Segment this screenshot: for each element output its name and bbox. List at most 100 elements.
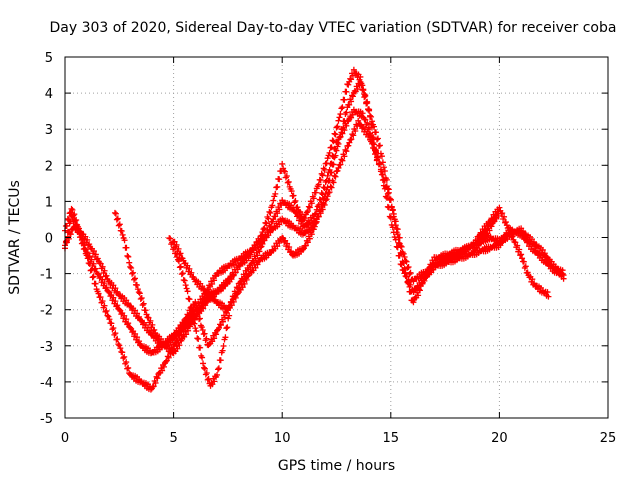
data-point bbox=[105, 288, 112, 295]
data-point bbox=[387, 196, 394, 203]
data-point bbox=[524, 269, 531, 276]
data-point bbox=[359, 125, 366, 132]
y-tick-label: 1 bbox=[45, 195, 53, 210]
data-point bbox=[217, 322, 224, 329]
data-point bbox=[222, 334, 229, 341]
data-point bbox=[379, 171, 386, 178]
data-point bbox=[362, 93, 369, 100]
data-point bbox=[317, 177, 324, 184]
data-point bbox=[116, 306, 123, 313]
data-point bbox=[199, 354, 206, 361]
data-point bbox=[402, 273, 409, 280]
data-point bbox=[330, 161, 337, 168]
data-point bbox=[177, 263, 184, 270]
data-point bbox=[324, 172, 331, 179]
data-point bbox=[509, 233, 516, 240]
data-point bbox=[389, 224, 396, 231]
data-point bbox=[541, 250, 548, 257]
y-tick-label: 2 bbox=[45, 159, 53, 174]
data-point bbox=[65, 216, 72, 223]
data-point bbox=[219, 318, 226, 325]
data-point bbox=[185, 327, 192, 334]
data-point bbox=[381, 177, 388, 184]
data-point bbox=[370, 136, 377, 143]
data-point bbox=[368, 124, 375, 131]
data-point bbox=[160, 363, 167, 370]
data-point bbox=[221, 314, 228, 321]
data-point bbox=[313, 218, 320, 225]
data-point bbox=[116, 342, 123, 349]
data-point bbox=[134, 310, 141, 317]
data-point bbox=[343, 88, 350, 95]
data-point bbox=[350, 66, 357, 73]
data-point bbox=[130, 269, 137, 276]
data-point bbox=[192, 325, 199, 332]
grid bbox=[65, 57, 608, 418]
data-point bbox=[197, 344, 204, 351]
x-tick-label: 10 bbox=[274, 431, 291, 446]
data-point bbox=[119, 231, 126, 238]
data-point bbox=[383, 183, 390, 190]
data-point bbox=[260, 226, 267, 233]
data-point bbox=[67, 231, 74, 238]
data-point bbox=[292, 208, 299, 215]
data-point bbox=[106, 316, 113, 323]
data-point bbox=[362, 116, 369, 123]
data-point bbox=[269, 246, 276, 253]
data-point bbox=[406, 271, 413, 278]
data-point bbox=[279, 160, 286, 167]
data-point bbox=[136, 290, 143, 297]
data-point bbox=[234, 266, 241, 273]
data-point bbox=[320, 195, 327, 202]
data-point bbox=[288, 248, 295, 255]
x-tick-label: 5 bbox=[169, 431, 177, 446]
data-point bbox=[357, 78, 364, 85]
data-point bbox=[254, 252, 261, 259]
data-point bbox=[200, 302, 207, 309]
data-point bbox=[308, 200, 315, 207]
data-point bbox=[396, 234, 403, 241]
data-point bbox=[276, 206, 283, 213]
data-point bbox=[387, 214, 394, 221]
data-point bbox=[241, 280, 248, 287]
data-point bbox=[83, 249, 90, 256]
data-point bbox=[68, 205, 75, 212]
data-point bbox=[343, 148, 350, 155]
data-point bbox=[333, 147, 340, 154]
data-point bbox=[274, 210, 281, 217]
data-point bbox=[303, 209, 310, 216]
data-point bbox=[203, 370, 210, 377]
data-point bbox=[364, 100, 371, 107]
data-point bbox=[354, 86, 361, 93]
data-point bbox=[361, 94, 368, 101]
data-point bbox=[228, 302, 235, 309]
data-point bbox=[217, 357, 224, 364]
data-point bbox=[121, 237, 128, 244]
data-point bbox=[545, 257, 552, 264]
data-point bbox=[497, 242, 504, 249]
x-axis-label: GPS time / hours bbox=[278, 458, 395, 474]
data-point bbox=[302, 242, 309, 249]
data-point bbox=[111, 209, 118, 216]
data-point bbox=[488, 215, 495, 222]
data-point bbox=[272, 213, 279, 220]
data-point bbox=[229, 271, 236, 278]
data-point bbox=[304, 208, 311, 215]
data-point bbox=[364, 128, 371, 135]
data-point bbox=[129, 270, 136, 277]
data-point bbox=[403, 273, 410, 280]
data-point bbox=[348, 136, 355, 143]
data-point bbox=[367, 113, 374, 120]
data-point bbox=[201, 364, 208, 371]
data-point bbox=[501, 213, 508, 220]
data-point bbox=[292, 197, 299, 204]
data-point bbox=[284, 240, 291, 247]
data-point bbox=[394, 226, 401, 233]
data-point bbox=[131, 276, 138, 283]
data-point bbox=[369, 140, 376, 147]
data-point bbox=[66, 210, 73, 217]
data-point bbox=[345, 81, 352, 88]
data-point bbox=[183, 285, 190, 292]
data-point bbox=[372, 129, 379, 136]
